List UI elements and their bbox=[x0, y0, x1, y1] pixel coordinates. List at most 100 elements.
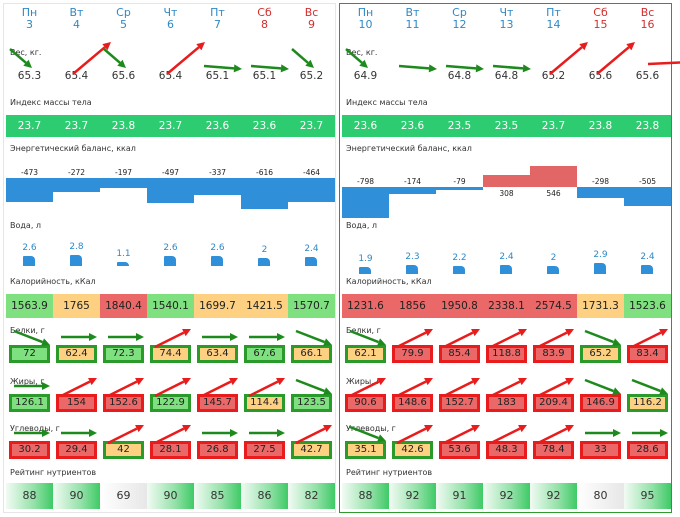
section-label-bmi: Индекс массы тела bbox=[346, 98, 428, 107]
carbs-arrow-0 bbox=[349, 425, 386, 442]
bmi-value-1: 23.6 bbox=[400, 120, 425, 132]
day-name-4: Пт bbox=[210, 6, 225, 19]
fat-value-4: 145.7 bbox=[197, 394, 238, 412]
weight-value-2: 65.6 bbox=[111, 70, 136, 82]
protein-arrow-6 bbox=[295, 329, 332, 346]
water-bar-1 bbox=[70, 255, 82, 266]
protein-arrow-5 bbox=[584, 329, 621, 346]
fat-arrow-5 bbox=[584, 378, 621, 395]
carbs-arrow-5 bbox=[249, 429, 285, 437]
calories-row: 1231.6 1856 1950.8 2338.1 2574.5 1731.3 1523.6 bbox=[342, 294, 671, 318]
weight-arrow-1 bbox=[398, 64, 437, 73]
carbs-arrow-3 bbox=[490, 425, 527, 445]
bmi-row: 23.7 23.7 23.8 23.7 23.6 23.6 23.7 bbox=[6, 115, 335, 137]
carbs-arrow-0 bbox=[14, 429, 50, 437]
rating-value-5: 80 bbox=[577, 483, 624, 509]
rating-value-1: 90 bbox=[53, 483, 100, 509]
energy-bar-3 bbox=[483, 175, 530, 187]
fat-arrow-0 bbox=[349, 378, 386, 398]
weight-value-0: 64.9 bbox=[353, 70, 378, 82]
water-value-1: 2.8 bbox=[69, 242, 84, 253]
section-label-protein: Белки, г bbox=[10, 326, 45, 335]
carbs-arrow-3 bbox=[154, 425, 191, 445]
protein-arrow-5 bbox=[249, 333, 285, 341]
rating-value-3: 90 bbox=[147, 483, 194, 509]
water-bar-2 bbox=[453, 265, 465, 274]
energy-value-6: -505 bbox=[638, 177, 657, 186]
weight-arrow-6 bbox=[647, 61, 680, 66]
protein-value-2: 85.4 bbox=[439, 345, 480, 363]
protein-arrow-1 bbox=[61, 333, 97, 341]
day-date-0: 10 bbox=[358, 18, 373, 31]
trend-arrows bbox=[9, 42, 332, 445]
fat-arrow-3 bbox=[490, 378, 527, 398]
energy-value-1: -272 bbox=[67, 168, 86, 177]
carbs-arrow-5 bbox=[585, 429, 621, 437]
fat-value-5: 114.4 bbox=[244, 394, 285, 412]
energy-value-1: -174 bbox=[403, 177, 422, 186]
energy-value-5: -616 bbox=[255, 168, 274, 177]
section-label-fat: Жиры, г bbox=[10, 377, 45, 386]
protein-value-4: 63.4 bbox=[197, 345, 238, 363]
fat-arrow-0 bbox=[14, 382, 50, 390]
day-date-2: 12 bbox=[452, 18, 467, 31]
section-label-rating: Рейтинг нутриентов bbox=[346, 468, 433, 477]
bmi-value-6: 23.8 bbox=[635, 120, 660, 132]
water-bar-4 bbox=[211, 256, 223, 266]
water-value-4: 2.6 bbox=[210, 243, 225, 254]
rating-value-2: 91 bbox=[436, 483, 483, 509]
protein-arrow-4 bbox=[202, 333, 238, 341]
section-label-protein: Белки, г bbox=[346, 326, 381, 335]
fat-value-0: 90.6 bbox=[345, 394, 386, 412]
bmi-value-4: 23.7 bbox=[541, 120, 566, 132]
fat-arrow-2 bbox=[107, 378, 144, 398]
water-value-2: 1.1 bbox=[116, 248, 131, 259]
day-name-3: Чт bbox=[163, 6, 178, 19]
day-name-5: Сб bbox=[257, 6, 272, 19]
day-name-4: Пт bbox=[546, 6, 561, 19]
carbs-arrow-6 bbox=[295, 425, 332, 445]
rating-value-4: 85 bbox=[194, 483, 241, 509]
section-label-calories: Калорийность, кКал bbox=[10, 277, 96, 286]
water-bar-6 bbox=[305, 256, 317, 266]
protein-arrow-4 bbox=[537, 329, 574, 349]
energy-bar-4 bbox=[194, 178, 241, 196]
carbs-value-3: 28.1 bbox=[150, 441, 191, 459]
energy-bar-0 bbox=[342, 187, 389, 218]
day-name-1: Вт bbox=[69, 6, 84, 19]
carbs-value-1: 42.6 bbox=[392, 441, 433, 459]
energy-bar-1 bbox=[389, 187, 436, 194]
carbs-arrow-2 bbox=[107, 425, 144, 445]
weight-value-0: 65.3 bbox=[17, 70, 42, 82]
day-name-2: Ср bbox=[452, 6, 467, 19]
water-bar-5 bbox=[258, 258, 270, 266]
protein-value-0: 62.1 bbox=[345, 345, 386, 363]
weight-arrow-5 bbox=[250, 64, 289, 73]
water-value-6: 2.4 bbox=[304, 243, 319, 254]
fat-arrow-1 bbox=[60, 378, 97, 398]
weight-value-3: 65.4 bbox=[158, 70, 183, 82]
weight-arrow-0 bbox=[9, 48, 32, 68]
day-name-1: Вт bbox=[405, 6, 420, 19]
section-label-water: Вода, л bbox=[346, 221, 378, 230]
fat-arrow-2 bbox=[443, 378, 480, 398]
calories-value-6: 1570.7 bbox=[288, 294, 335, 318]
week-panel-1: Пн 3 Вт 4 Ср 5 Чт 6 Пт 7 Сб 8 Вс 9 Вес, кг. Индекс масс… bbox=[3, 3, 336, 513]
protein-value-4: 83.9 bbox=[533, 345, 574, 363]
energy-bar-3 bbox=[147, 178, 194, 204]
weight-value-4: 65.1 bbox=[205, 70, 230, 82]
bmi-value-5: 23.6 bbox=[252, 120, 277, 132]
week-panel-2: Пн 10 Вт 11 Ср 12 Чт 13 Пт 14 Сб 15 Вс 16 Вес, кг. Инде… bbox=[339, 3, 680, 513]
calories-value-4: 1699.7 bbox=[194, 294, 241, 318]
calories-row: 1563.9 1765 1840.4 1540.1 1699.7 1421.5 1570.7 bbox=[6, 294, 335, 318]
day-name-3: Чт bbox=[499, 6, 514, 19]
protein-value-6: 83.4 bbox=[627, 345, 668, 363]
energy-bar-4 bbox=[530, 165, 577, 187]
rating-value-0: 88 bbox=[342, 483, 389, 509]
energy-value-2: -197 bbox=[114, 168, 133, 177]
carbs-arrow-4 bbox=[202, 429, 238, 437]
energy-value-3: 308 bbox=[499, 189, 514, 198]
calories-value-4: 2574.5 bbox=[530, 294, 577, 318]
carbs-value-1: 29.4 bbox=[56, 441, 97, 459]
energy-bar-1 bbox=[53, 178, 100, 192]
